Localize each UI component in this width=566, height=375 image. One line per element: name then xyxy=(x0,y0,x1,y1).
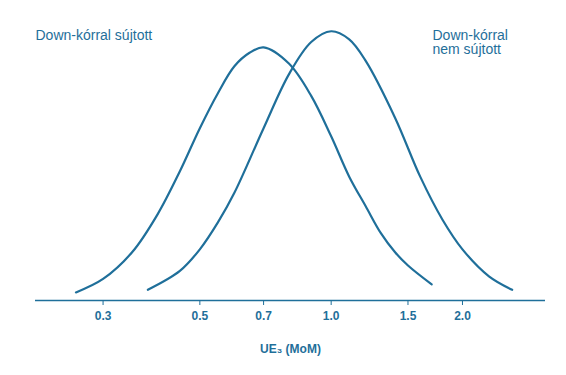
svg-text:1.0: 1.0 xyxy=(323,309,340,323)
svg-text:0.3: 0.3 xyxy=(95,309,112,323)
svg-text:Down-kórral sújtott: Down-kórral sújtott xyxy=(36,27,153,43)
svg-text:1.5: 1.5 xyxy=(400,309,417,323)
svg-text:0.7: 0.7 xyxy=(255,309,272,323)
svg-text:Down-kórralnem sújtott: Down-kórralnem sújtott xyxy=(433,27,508,57)
svg-text:2.0: 2.0 xyxy=(454,309,471,323)
svg-text:0.5: 0.5 xyxy=(192,309,209,323)
svg-text:UE₃ (MoM): UE₃ (MoM) xyxy=(260,342,321,356)
